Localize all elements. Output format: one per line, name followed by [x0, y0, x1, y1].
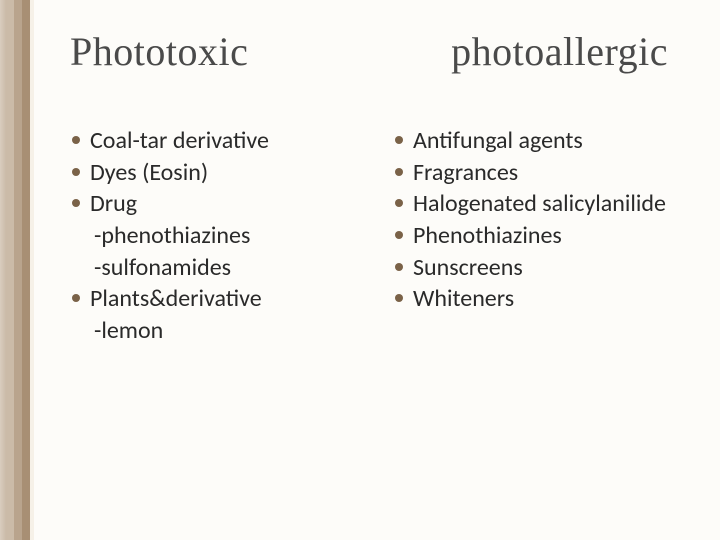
list-item-label: Drug — [90, 189, 137, 218]
list-item: Whiteners — [393, 283, 672, 315]
slide-content: Phototoxic photoallergic Coal-tar deriva… — [34, 0, 720, 540]
list-item-label: Coal-tar derivative — [90, 126, 269, 155]
list-item-label: Sunscreens — [413, 253, 523, 282]
list-item: Dyes (Eosin) — [70, 157, 371, 189]
list-item-label: Antifungal agents — [413, 126, 583, 155]
list-item: Drug -phenothiazines -sulfonamides — [70, 188, 371, 283]
list-item-label: Halogenated salicylanilide — [413, 189, 666, 218]
list-item: Coal-tar derivative — [70, 125, 371, 157]
title-row: Phototoxic photoallergic — [70, 28, 672, 75]
list-item: Sunscreens — [393, 252, 672, 284]
column-phototoxic: Coal-tar derivative Dyes (Eosin) Drug -p… — [70, 125, 371, 347]
list-item: Antifungal agents — [393, 125, 672, 157]
list-phototoxic: Coal-tar derivative Dyes (Eosin) Drug -p… — [70, 125, 371, 347]
column-photoallergic: Antifungal agents Fragrances Halogenated… — [371, 125, 672, 347]
title-photoallergic: photoallergic — [395, 28, 672, 75]
list-item: Plants&derivative -lemon — [70, 283, 371, 346]
list-item: Phenothiazines — [393, 220, 672, 252]
title-phototoxic: Phototoxic — [70, 28, 395, 75]
decorative-left-strip — [0, 0, 34, 540]
list-subitem: -lemon — [90, 315, 371, 347]
list-subitem: -sulfonamides — [90, 252, 371, 284]
list-item-label: Fragrances — [413, 158, 518, 187]
list-item: Halogenated salicylanilide — [393, 188, 672, 220]
list-item-label: Whiteners — [413, 284, 514, 313]
list-photoallergic: Antifungal agents Fragrances Halogenated… — [393, 125, 672, 315]
list-item-label: Plants&derivative — [90, 284, 262, 313]
list-item-label: Phenothiazines — [413, 221, 562, 250]
columns: Coal-tar derivative Dyes (Eosin) Drug -p… — [70, 125, 672, 347]
list-item-label: Dyes (Eosin) — [90, 158, 208, 187]
list-item: Fragrances — [393, 157, 672, 189]
list-subitem: -phenothiazines — [90, 220, 371, 252]
